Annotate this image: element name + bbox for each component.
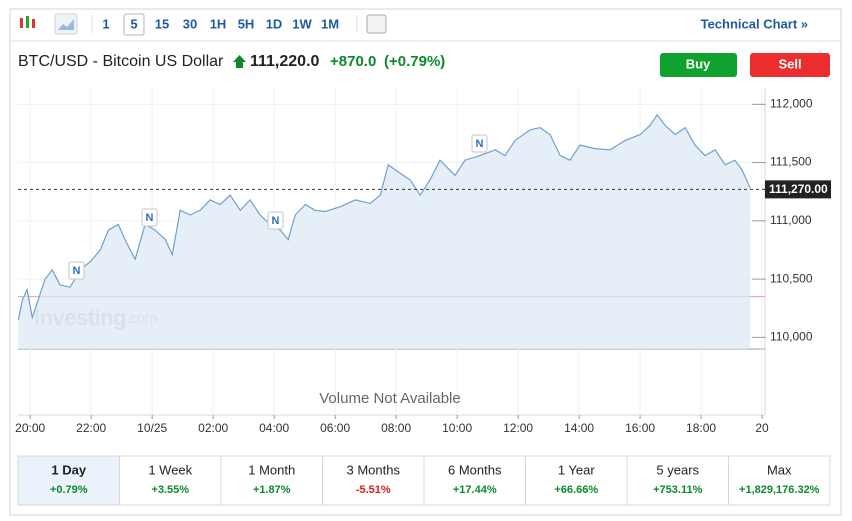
period-change: +17.44% xyxy=(453,484,497,496)
x-tick-label: 04:00 xyxy=(259,421,289,435)
period-change: -5.51% xyxy=(356,484,391,496)
x-tick-label: 08:00 xyxy=(381,421,411,435)
period-label: 1 Week xyxy=(148,462,192,477)
buy-label: Buy xyxy=(686,56,711,71)
period-label: Max xyxy=(767,462,792,477)
x-tick-label: 10:00 xyxy=(442,421,472,435)
interval[interactable]: 1W xyxy=(292,16,312,31)
sell-label: Sell xyxy=(778,56,801,71)
period-label: 6 Months xyxy=(448,462,502,477)
x-tick-label: 16:00 xyxy=(625,421,655,435)
change: +870.0 xyxy=(330,53,376,70)
period-cell[interactable] xyxy=(119,455,222,506)
table-icon[interactable] xyxy=(366,14,387,34)
interval[interactable]: 1 xyxy=(102,16,109,31)
y-tick-label: 110,500 xyxy=(770,271,813,285)
news-marker-label: N xyxy=(476,138,484,150)
period-change: +3.55% xyxy=(151,484,189,496)
news-marker[interactable] xyxy=(471,134,488,153)
period-cell[interactable] xyxy=(423,455,526,506)
up-arrow xyxy=(233,55,246,68)
y-tick-label: 111,000 xyxy=(770,213,812,227)
price-area xyxy=(18,114,751,349)
change-pct: (+0.79%) xyxy=(384,53,445,70)
x-tick-label: 20:00 xyxy=(15,421,45,435)
x-tick-label: 12:00 xyxy=(503,421,533,435)
x-tick-label: 10/25 xyxy=(137,421,167,435)
candle-icon xyxy=(20,16,35,28)
x-tick-label: 22:00 xyxy=(76,421,106,435)
volume-note: Volume Not Available xyxy=(319,390,460,407)
x-tick-label: 14:00 xyxy=(564,421,594,435)
interval[interactable]: 1M xyxy=(321,16,339,31)
period-label: 1 Year xyxy=(558,462,596,477)
interval[interactable]: 30 xyxy=(183,16,197,31)
technical-chart-link[interactable]: Technical Chart » xyxy=(701,16,808,31)
y-tick-label: 112,000 xyxy=(770,96,813,110)
period-change: +1.87% xyxy=(253,484,291,496)
period-change: +66.66% xyxy=(554,484,598,496)
interval-selected xyxy=(123,13,145,36)
period-change: +1,829,176.32% xyxy=(739,484,820,496)
period-change: +0.79% xyxy=(50,484,88,496)
y-tick-label: 111,500 xyxy=(770,155,812,169)
news-marker-label: N xyxy=(272,215,280,227)
intervals: 1 5 15 30 1H 5H 1D 1W 1M xyxy=(102,13,339,36)
y-tick-label: 110,000 xyxy=(770,330,813,344)
period-label: 1 Day xyxy=(51,462,86,477)
interval[interactable]: 1H xyxy=(210,16,227,31)
period-cell[interactable] xyxy=(322,455,425,506)
x-tick-label: 20 xyxy=(755,421,769,435)
news-marker[interactable] xyxy=(68,261,85,280)
x-tick-label: 18:00 xyxy=(686,421,716,435)
period-cell[interactable] xyxy=(525,455,628,506)
period-label: 5 years xyxy=(656,462,699,477)
period-label: 3 Months xyxy=(347,462,401,477)
period-cell[interactable] xyxy=(220,455,323,506)
interval[interactable]: 5H xyxy=(238,16,255,31)
interval[interactable]: 5 xyxy=(130,16,137,31)
price-line xyxy=(17,113,751,321)
period-cell[interactable] xyxy=(17,455,120,506)
interval[interactable]: 15 xyxy=(155,16,169,31)
period-change: +753.11% xyxy=(653,484,702,496)
last-price-box xyxy=(765,180,831,199)
news-marker[interactable] xyxy=(267,211,284,230)
period-cell[interactable] xyxy=(626,455,729,506)
period-cell[interactable] xyxy=(728,455,831,506)
x-tick-label: 02:00 xyxy=(198,421,228,435)
last-price-label: 111,270.00 xyxy=(769,182,828,196)
sell-button[interactable] xyxy=(750,53,830,77)
period-label: 1 Month xyxy=(248,462,295,477)
news-marker[interactable] xyxy=(141,208,158,227)
news-marker-label: N xyxy=(146,212,154,224)
buy-button[interactable] xyxy=(660,53,737,77)
area-icon-shape xyxy=(58,19,74,30)
instrument-name: BTC/USD - Bitcoin US Dollar xyxy=(18,53,224,70)
news-marker-label: N xyxy=(73,265,81,277)
period-performance: 1 Day +0.79% 1 Week +3.55% 1 Month +1.87% 3 Mo… xyxy=(17,455,831,506)
price: 111,220.0 xyxy=(250,53,320,70)
interval[interactable]: 1D xyxy=(266,16,283,31)
chart: 20:00 22:00 10/25 02:00 04:00 06:00 08:00 10:00… xyxy=(15,88,831,435)
x-tick-label: 06:00 xyxy=(320,421,350,435)
